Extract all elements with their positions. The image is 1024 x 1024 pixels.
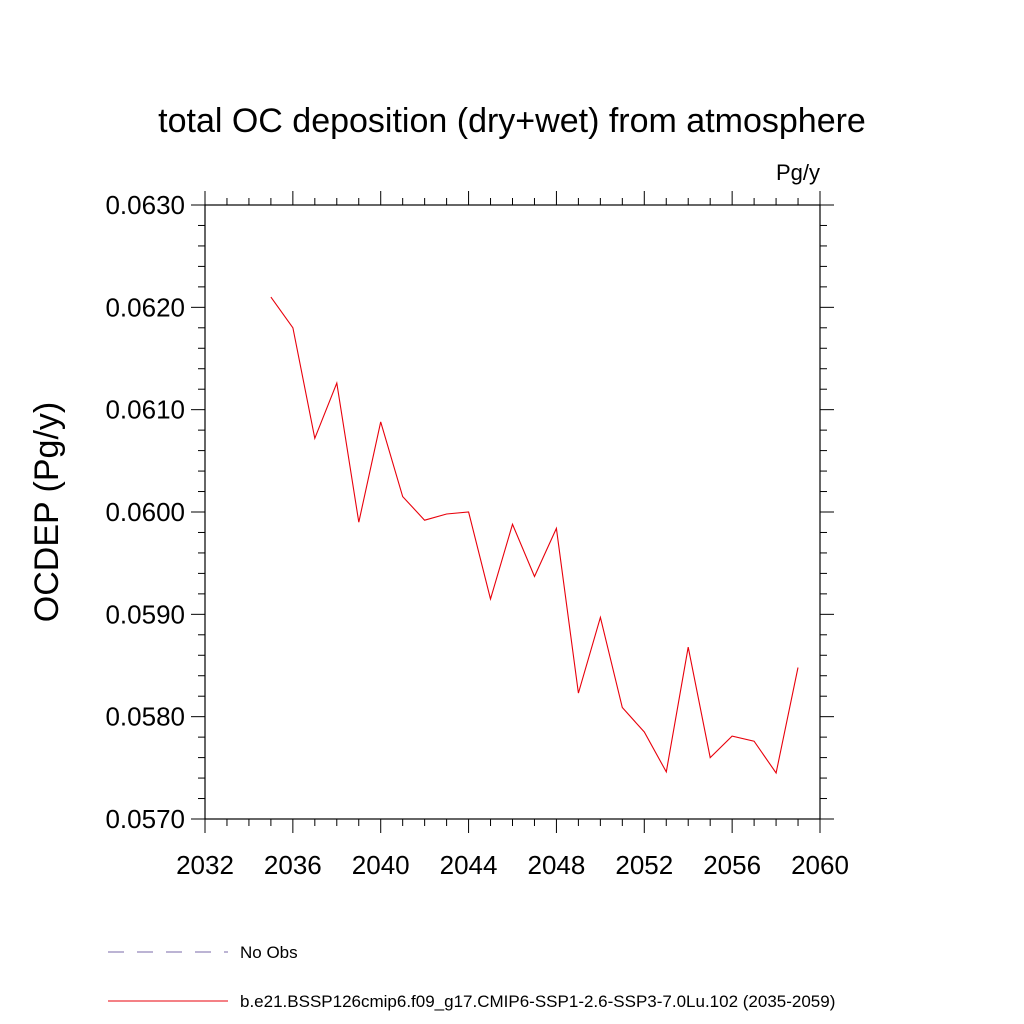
legend-label-0: No Obs (240, 943, 298, 962)
x-tick-label: 2036 (264, 850, 322, 880)
y-axis-label: OCDEP (Pg/y) (28, 402, 66, 622)
y-tick-label: 0.0580 (105, 702, 185, 732)
x-tick-label: 2040 (352, 850, 410, 880)
series-line-0 (270, 296, 799, 775)
plot-frame (204, 204, 821, 820)
chart-title: total OC deposition (dry+wet) from atmos… (158, 102, 866, 140)
x-tick-label: 2056 (703, 850, 761, 880)
series-layer (270, 296, 799, 775)
y-tick-label: 0.0590 (105, 599, 185, 629)
y-tick-label: 0.0570 (105, 804, 185, 834)
x-tick-label: 2032 (176, 850, 234, 880)
legend-label-1: b.e21.BSSP126cmip6.f09_g17.CMIP6-SSP1-2.… (240, 992, 835, 1011)
y-tick-label: 0.0620 (105, 292, 185, 322)
units-label: Pg/y (776, 160, 820, 185)
legend: No Obs b.e21.BSSP126cmip6.f09_g17.CMIP6-S… (108, 943, 835, 1011)
x-tick-label: 2060 (791, 850, 849, 880)
x-tick-label: 2044 (440, 850, 498, 880)
axes: 2032 2036 2040 2044 2048 2052 2056 2060 0.0570 0.… (105, 190, 848, 880)
y-tick-label: 0.0600 (105, 497, 185, 527)
y-tick-label: 0.0610 (105, 395, 185, 425)
x-tick-label: 2052 (615, 850, 673, 880)
x-tick-label: 2048 (528, 850, 586, 880)
y-tick-label: 0.0630 (105, 190, 185, 220)
